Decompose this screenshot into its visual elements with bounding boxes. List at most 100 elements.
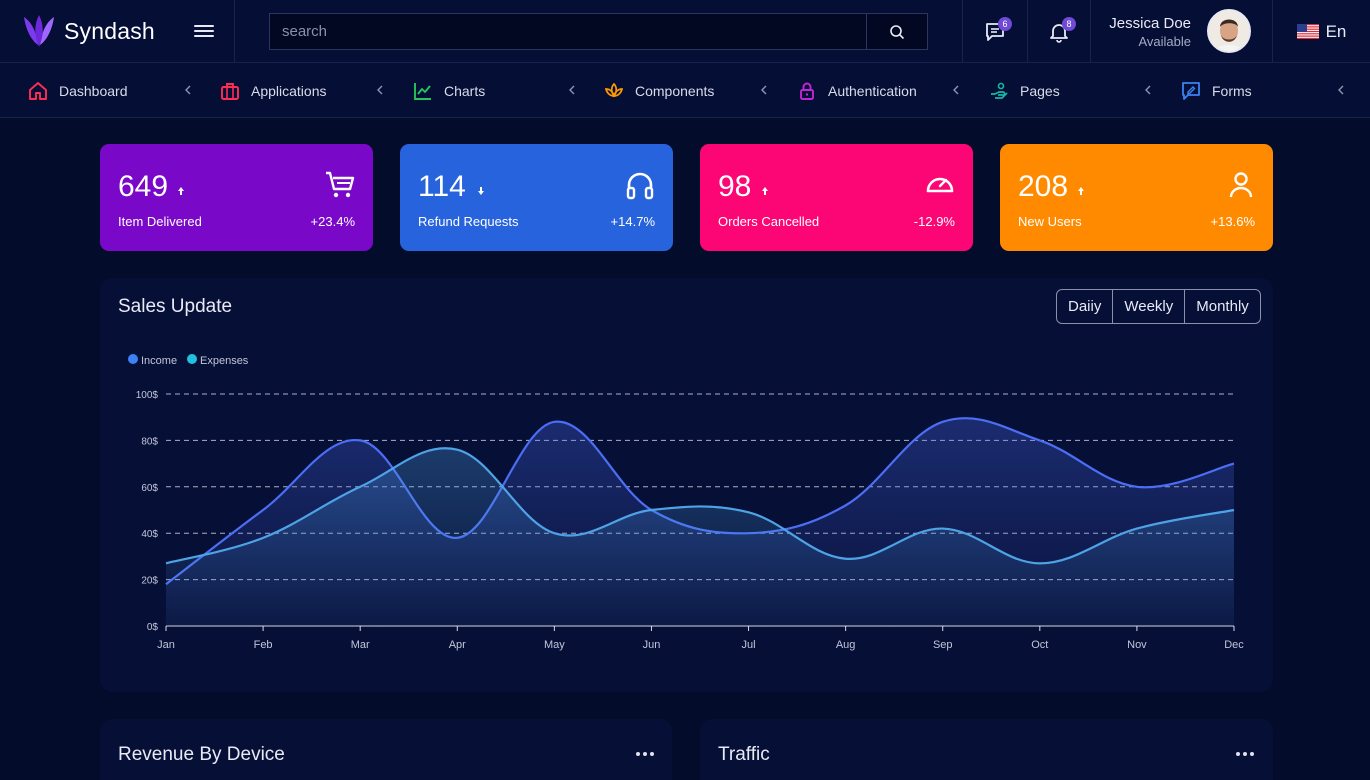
search-bar	[269, 13, 928, 50]
hand-icon	[991, 82, 1008, 99]
headphones-icon	[626, 172, 654, 200]
stat-change: -12.9%	[913, 214, 955, 229]
user-icon	[1229, 172, 1253, 198]
stat-card-refunds[interactable]: 114 Refund Requests +14.7%	[400, 144, 673, 251]
lotus-icon	[604, 82, 624, 97]
stat-card-cancelled[interactable]: 98 Orders Cancelled -12.9%	[700, 144, 973, 251]
stat-label: Orders Cancelled	[718, 214, 820, 229]
nav-item-authentication[interactable]: Authentication	[797, 63, 917, 118]
avatar[interactable]	[1207, 9, 1251, 53]
more-options-icon[interactable]	[636, 752, 654, 756]
line-chart-icon	[414, 82, 431, 100]
y-tick-label: 40$	[141, 529, 158, 540]
nav-item-pages[interactable]: Pages	[989, 63, 1060, 118]
y-tick-label: 20$	[141, 576, 158, 587]
x-tick-label: Jun	[643, 639, 661, 651]
cart-icon	[326, 171, 355, 198]
brand-name: Syndash	[64, 17, 155, 44]
panel-title: Traffic	[718, 744, 770, 765]
y-tick-label: 60$	[141, 483, 158, 494]
stat-value: 98	[718, 170, 752, 203]
stat-card-new-users[interactable]: 208 New Users +13.6%	[1000, 144, 1273, 251]
more-options-icon[interactable]	[1236, 752, 1254, 756]
tab-weekly[interactable]: Weekly	[1112, 290, 1184, 323]
chevron-left-icon[interactable]	[565, 83, 579, 97]
lock-icon	[800, 82, 814, 100]
nav-label: Dashboard	[59, 82, 128, 99]
x-tick-label: Apr	[449, 639, 466, 651]
chevron-left-icon[interactable]	[949, 83, 963, 97]
arrow-up-icon	[1078, 187, 1084, 195]
search-icon	[890, 24, 905, 39]
sales-update-panel: Sales Update Daiiy Weekly Monthly 0$ 20$ 4…	[100, 278, 1273, 692]
user-status: Available	[1138, 34, 1191, 49]
nav-label: Components	[635, 82, 715, 99]
tab-monthly[interactable]: Monthly	[1184, 290, 1260, 323]
x-tick-label: Aug	[836, 639, 856, 651]
nav-label: Charts	[444, 82, 486, 99]
nav-item-forms[interactable]: Forms	[1181, 63, 1252, 118]
chevron-left-icon[interactable]	[373, 83, 387, 97]
chevron-left-icon[interactable]	[1141, 83, 1155, 97]
x-tick-label: Feb	[254, 639, 273, 651]
brand: Syndash	[0, 0, 235, 63]
logo-icon	[24, 15, 54, 47]
nav-label: Pages	[1020, 82, 1060, 99]
x-tick-label: Oct	[1031, 639, 1048, 651]
series-line-expenses	[165, 447, 1235, 565]
arrow-up-icon	[762, 187, 768, 195]
user-name: Jessica Doe	[1109, 15, 1191, 32]
x-tick-label: Mar	[351, 639, 370, 651]
traffic-panel: Traffic	[700, 719, 1273, 780]
y-tick-label: 100$	[136, 390, 159, 401]
briefcase-icon	[221, 82, 239, 100]
x-tick-label: Nov	[1127, 639, 1147, 651]
tab-daily[interactable]: Daiiy	[1068, 298, 1102, 315]
menu-toggle-icon[interactable]	[194, 22, 214, 40]
panel-title: Sales Update	[118, 296, 233, 317]
x-tick-label: Jan	[157, 639, 175, 651]
bell-icon	[1050, 23, 1068, 43]
x-tick-label: Dec	[1224, 639, 1244, 651]
messages-badge: 6	[998, 17, 1012, 31]
nav-label: Applications	[251, 82, 327, 99]
nav-item-charts[interactable]: Charts	[413, 63, 485, 118]
home-icon	[29, 81, 47, 100]
legend-label-expenses: Expenses	[200, 355, 249, 367]
nav-item-dashboard[interactable]: Dashboard	[28, 63, 128, 118]
legend-marker-expenses	[187, 354, 197, 364]
stat-value: 114	[418, 170, 466, 203]
nav-item-components[interactable]: Components	[604, 63, 714, 118]
arrow-up-icon	[178, 187, 184, 195]
stat-value: 649	[118, 170, 169, 203]
chevron-left-icon[interactable]	[181, 83, 195, 97]
stat-card-delivered[interactable]: 649 Item Delivered +23.4%	[100, 144, 373, 251]
stat-label: Refund Requests	[418, 214, 519, 229]
chevron-left-icon[interactable]	[1334, 83, 1348, 97]
x-tick-label: May	[544, 639, 565, 651]
notifications-button[interactable]: 8	[1027, 0, 1090, 63]
nav-label: Forms	[1212, 82, 1252, 99]
sales-chart: 0$ 20$ 40$ 60$ 80$ 100$ Jan Feb Mar Apr May Jun Jul A…	[128, 354, 1244, 651]
message-edit-icon	[1182, 81, 1200, 100]
us-flag-icon	[1296, 24, 1319, 39]
stat-label: New Users	[1018, 214, 1082, 229]
panel-title: Revenue By Device	[118, 744, 285, 765]
legend-label-income: Income	[141, 355, 177, 367]
x-tick-label: Sep	[933, 639, 953, 651]
arrow-down-icon	[478, 187, 484, 195]
series-area-expenses	[166, 448, 1234, 626]
speedometer-icon	[926, 177, 954, 193]
language-label: En	[1325, 21, 1347, 41]
language-selector[interactable]: En	[1272, 0, 1370, 63]
search-input[interactable]	[270, 14, 866, 49]
stat-change: +14.7%	[610, 214, 655, 229]
messages-button[interactable]: 6	[962, 0, 1027, 63]
stat-label: Item Delivered	[118, 214, 202, 229]
chevron-left-icon[interactable]	[757, 83, 771, 97]
user-menu[interactable]: Jessica Doe Available	[1090, 0, 1272, 63]
stat-change: +13.6%	[1210, 214, 1255, 229]
nav-item-applications[interactable]: Applications	[220, 63, 327, 118]
search-button[interactable]	[866, 14, 927, 49]
main-nav: Dashboard Applications Charts Components…	[0, 63, 1370, 118]
